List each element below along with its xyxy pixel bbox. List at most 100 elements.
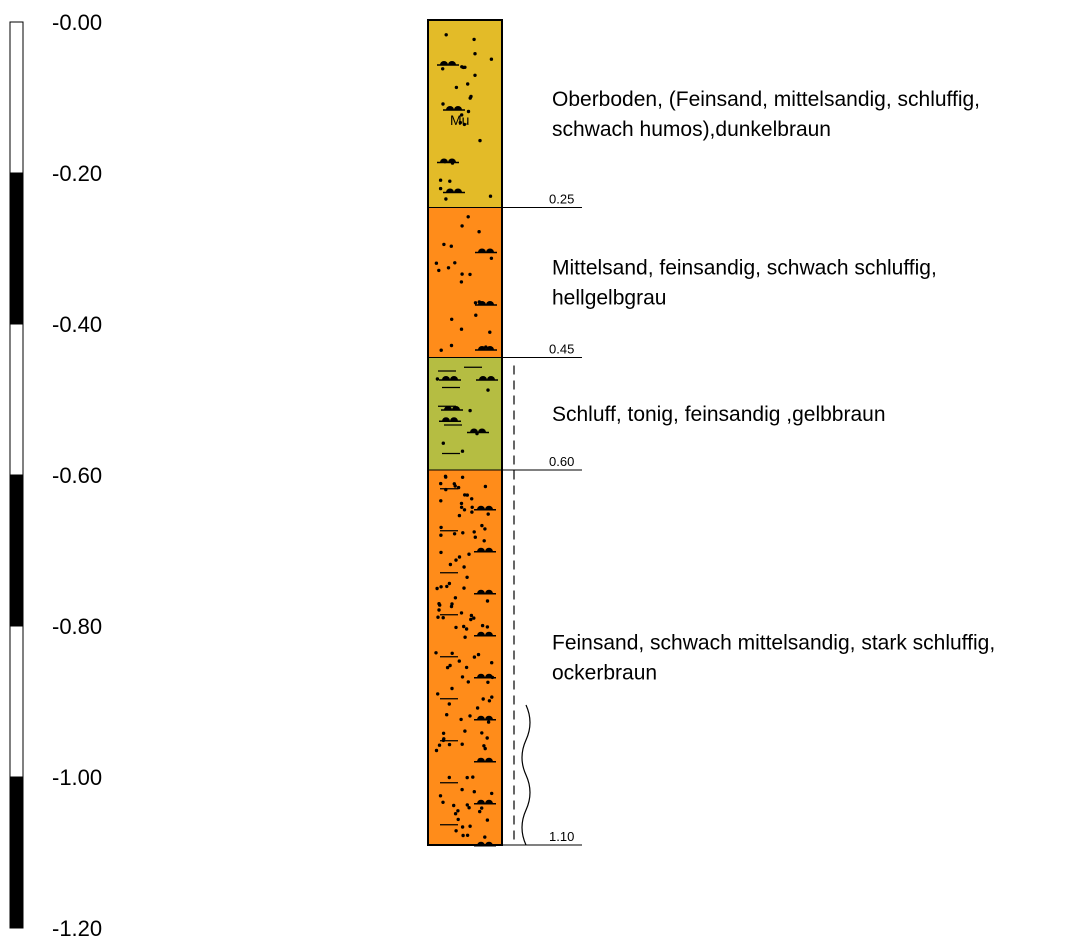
sand-dot: [483, 527, 486, 530]
sand-dot: [484, 747, 487, 750]
sand-dot: [439, 187, 442, 190]
scale-segment: [10, 777, 23, 928]
depth-scale-bar: [10, 22, 23, 928]
sand-dot: [487, 720, 490, 723]
sand-dot: [454, 484, 457, 487]
sand-dot: [442, 732, 445, 735]
sand-dot: [442, 243, 445, 246]
sand-dot: [460, 506, 463, 509]
layer-description-line: ockerbraun: [552, 662, 657, 685]
sand-dot: [481, 624, 484, 627]
scale-tick-label: -0.20: [52, 161, 102, 186]
sand-dot: [462, 66, 465, 69]
sand-dot: [441, 67, 444, 70]
scale-tick-label: -1.00: [52, 765, 102, 790]
sand-dot: [439, 179, 442, 182]
sand-dot: [436, 692, 439, 695]
sand-dot: [461, 531, 464, 534]
sand-dot: [467, 680, 470, 683]
sand-dot: [441, 801, 444, 804]
sand-dot: [438, 744, 441, 747]
sand-dot: [486, 625, 489, 628]
sand-dot: [474, 536, 477, 539]
sand-dot: [439, 482, 442, 485]
sand-dot: [471, 775, 474, 778]
sand-dot: [462, 565, 465, 568]
depth-marker-label: 1.10: [549, 829, 574, 844]
sand-dot: [442, 737, 445, 740]
sand-dot: [439, 794, 442, 797]
sand-dot: [476, 706, 479, 709]
sand-dot: [454, 558, 457, 561]
sand-dot: [447, 266, 450, 269]
sand-dot: [448, 702, 451, 705]
sand-dot: [450, 602, 453, 605]
scale-segment: [10, 324, 23, 475]
sand-dot: [435, 587, 438, 590]
sand-dot: [474, 314, 477, 317]
soil-layers: [428, 20, 502, 845]
sand-dot: [460, 328, 463, 331]
sand-dot: [458, 555, 461, 558]
sand-dot: [461, 675, 464, 678]
sand-dot: [466, 834, 469, 837]
sand-dot: [448, 664, 451, 667]
scale-tick-label: -0.80: [52, 614, 102, 639]
sand-dot: [468, 409, 471, 412]
sand-dot: [467, 553, 470, 556]
sand-dot: [466, 803, 469, 806]
sand-dot: [454, 812, 457, 815]
sand-dot: [484, 485, 487, 488]
sand-dot: [480, 731, 483, 734]
sand-dot: [435, 749, 438, 752]
sand-dot: [480, 806, 483, 809]
sand-dot: [490, 695, 493, 698]
sand-dot: [436, 616, 439, 619]
scale-segment: [10, 626, 23, 777]
sand-dot: [473, 790, 476, 793]
scale-segment: [10, 173, 23, 324]
sand-dot: [465, 666, 468, 669]
sand-dot: [470, 510, 473, 513]
sand-dot: [462, 586, 465, 589]
sand-dot: [461, 825, 464, 828]
sand-dot: [436, 377, 439, 380]
sand-dot: [444, 475, 447, 478]
sand-dot: [457, 818, 460, 821]
sand-dot: [468, 714, 471, 717]
sand-dot: [456, 809, 459, 812]
sand-dot: [473, 655, 476, 658]
layer-description-line: hellgelbgrau: [552, 287, 666, 310]
layer-description-line: Mittelsand, feinsandig, schwach schluffi…: [552, 257, 937, 280]
soil-layer: [428, 470, 502, 845]
sand-dot: [490, 792, 493, 795]
sand-dot: [473, 74, 476, 77]
wet-zone-wavy-line: [522, 705, 530, 845]
layer-description-line: Feinsand, schwach mittelsandig, stark sc…: [552, 632, 995, 655]
sand-dot: [441, 102, 444, 105]
sand-dot: [445, 33, 448, 36]
sand-dot: [483, 539, 486, 542]
sand-dot: [448, 582, 451, 585]
sand-dot: [445, 585, 448, 588]
sand-dot: [439, 499, 442, 502]
sand-dot: [461, 450, 464, 453]
sand-dot: [463, 636, 466, 639]
layer-description-line: Oberboden, (Feinsand, mittelsandig, schl…: [552, 88, 980, 111]
sand-dot: [463, 508, 466, 511]
sand-dot: [468, 825, 471, 828]
sand-dot: [450, 318, 453, 321]
sand-dot: [468, 273, 471, 276]
sand-dot: [487, 512, 490, 515]
sand-dot: [460, 224, 463, 227]
sand-dot: [439, 534, 442, 537]
sand-dot: [489, 195, 492, 198]
sand-dot: [462, 625, 465, 628]
sand-dot: [459, 718, 462, 721]
sand-dot: [475, 432, 478, 435]
scale-tick-label: -1.20: [52, 916, 102, 940]
sand-dot: [458, 659, 461, 662]
sand-dot: [442, 442, 445, 445]
sand-dot: [466, 82, 469, 85]
